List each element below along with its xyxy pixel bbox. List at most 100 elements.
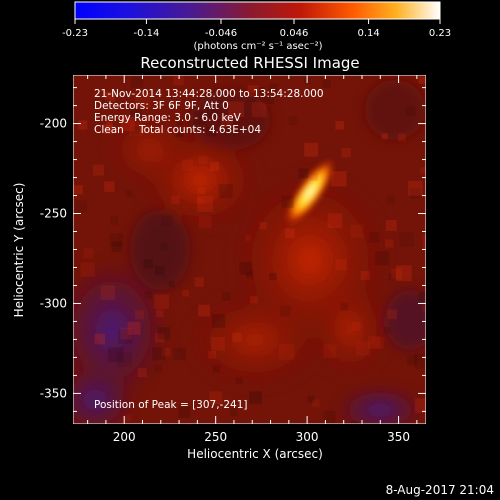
mottle-cell (284, 228, 295, 239)
mottle-cell (134, 310, 144, 320)
footer-date: 8-Aug-2017 21:04 (386, 483, 494, 497)
image-texture (73, 80, 426, 424)
mottle-cell (194, 277, 204, 287)
mottle-cell (331, 171, 347, 187)
mottle-cell (155, 265, 165, 276)
mottle-cell (198, 155, 208, 165)
mottle-cell (212, 364, 221, 373)
mottle-cell (263, 93, 275, 104)
mottle-cell (375, 251, 390, 266)
mottle-cell (298, 168, 309, 179)
mottle-cell (355, 341, 370, 356)
mottle-cell (117, 351, 133, 367)
mottle-cell (124, 414, 132, 422)
mottle-cell (73, 185, 83, 195)
mottle-cell (104, 181, 115, 192)
colorbar-units-label: (photons cm⁻² s⁻¹ asec⁻²) (193, 41, 322, 52)
mottle-cell (143, 259, 153, 269)
mottle-cell (327, 213, 343, 229)
mottle-cell (152, 347, 166, 361)
mottle-cell (100, 285, 116, 300)
mottle-cell (360, 270, 370, 280)
mottle-cell (210, 162, 220, 172)
mottle-cell (83, 248, 94, 259)
mottle-cell (131, 126, 140, 135)
mottle-cell (218, 184, 233, 199)
mottle-cell (107, 346, 124, 363)
mottle-cell (173, 347, 186, 361)
mottle-cell (372, 337, 385, 349)
image-title: Reconstructed RHESSI Image (140, 54, 359, 72)
mottle-cell (109, 233, 124, 247)
colorbar-tick-label: -0.23 (62, 28, 88, 39)
mottle-cell (385, 239, 394, 248)
mottle-cell (120, 327, 133, 340)
mottle-cell (350, 420, 359, 424)
x-tick-label: 250 (204, 430, 227, 444)
mottle-cell (414, 398, 426, 414)
axis-ticks: 200 250 300 350 -200 -250 -300 -350 (40, 75, 426, 444)
mottle-cell (368, 232, 380, 243)
mottle-cell (130, 108, 142, 120)
mottle-cell (171, 195, 180, 204)
mottle-cell (405, 106, 416, 116)
mottle-cell (269, 272, 277, 281)
mottle-cell (268, 83, 278, 93)
info-detectors: Detectors: 3F 6F 9F, Att 0 (94, 100, 229, 112)
mottle-cell (335, 259, 347, 271)
mottle-cell (80, 262, 95, 277)
mottle-cell (176, 118, 184, 126)
mottle-cell (198, 304, 210, 317)
mottle-cell (422, 304, 426, 313)
mottle-cell (211, 314, 226, 328)
mottle-cell (154, 364, 162, 373)
mottle-cell (335, 121, 344, 130)
mottle-cell (406, 355, 418, 366)
mottle-cell (207, 106, 219, 118)
info-panel: 21-Nov-2014 13:44:28.000 to 13:54:28.000… (94, 88, 324, 136)
y-tick-label: -200 (40, 117, 67, 131)
mottle-cell (157, 327, 171, 340)
mottle-cell (198, 215, 212, 229)
mottle-cell (94, 333, 105, 345)
mottle-cell (168, 281, 175, 288)
mottle-cell (384, 326, 392, 334)
y-tick-label: -300 (40, 296, 67, 310)
mottle-cell (209, 391, 223, 405)
mottle-cell (391, 268, 403, 280)
mottle-cell (78, 120, 88, 130)
mottle-cell (235, 377, 243, 385)
mottle-cell (249, 295, 258, 304)
mottle-cell (161, 347, 171, 357)
colorbar-tick-label: -0.046 (205, 28, 237, 39)
peak-position-label: Position of Peak = [307,-241] (94, 399, 248, 411)
mottle-cell (249, 391, 262, 405)
mottle-cell (127, 321, 141, 335)
info-algorithm: Clean (94, 124, 124, 136)
mottle-cell (155, 309, 164, 318)
image-mottle (73, 75, 426, 424)
colorbar-gradient (74, 1, 441, 20)
colorbar-tick-label: -0.14 (133, 28, 159, 39)
mottle-cell (367, 335, 381, 349)
mottle-cell (244, 235, 252, 242)
mottle-cell (425, 79, 426, 87)
mottle-cell (381, 133, 388, 140)
colorbar-tick-label: 0.23 (429, 28, 451, 39)
mottle-cell (386, 195, 396, 204)
mottle-cell (137, 368, 147, 377)
mottle-cell (307, 395, 315, 403)
mottle-cell (239, 261, 253, 275)
mottle-cell (322, 79, 332, 89)
mottle-cell (413, 353, 426, 370)
mottle-cell (111, 241, 122, 252)
mottle-cell (254, 87, 265, 98)
mottle-cell (385, 220, 397, 232)
mottle-cell (281, 195, 294, 208)
mottle-cell (278, 344, 295, 360)
x-tick-label: 200 (113, 430, 136, 444)
mottle-cell (93, 164, 105, 176)
solar-image (73, 75, 426, 424)
colorbar: -0.23 -0.14 -0.046 0.046 0.14 0.23 (photons c… (62, 1, 451, 52)
